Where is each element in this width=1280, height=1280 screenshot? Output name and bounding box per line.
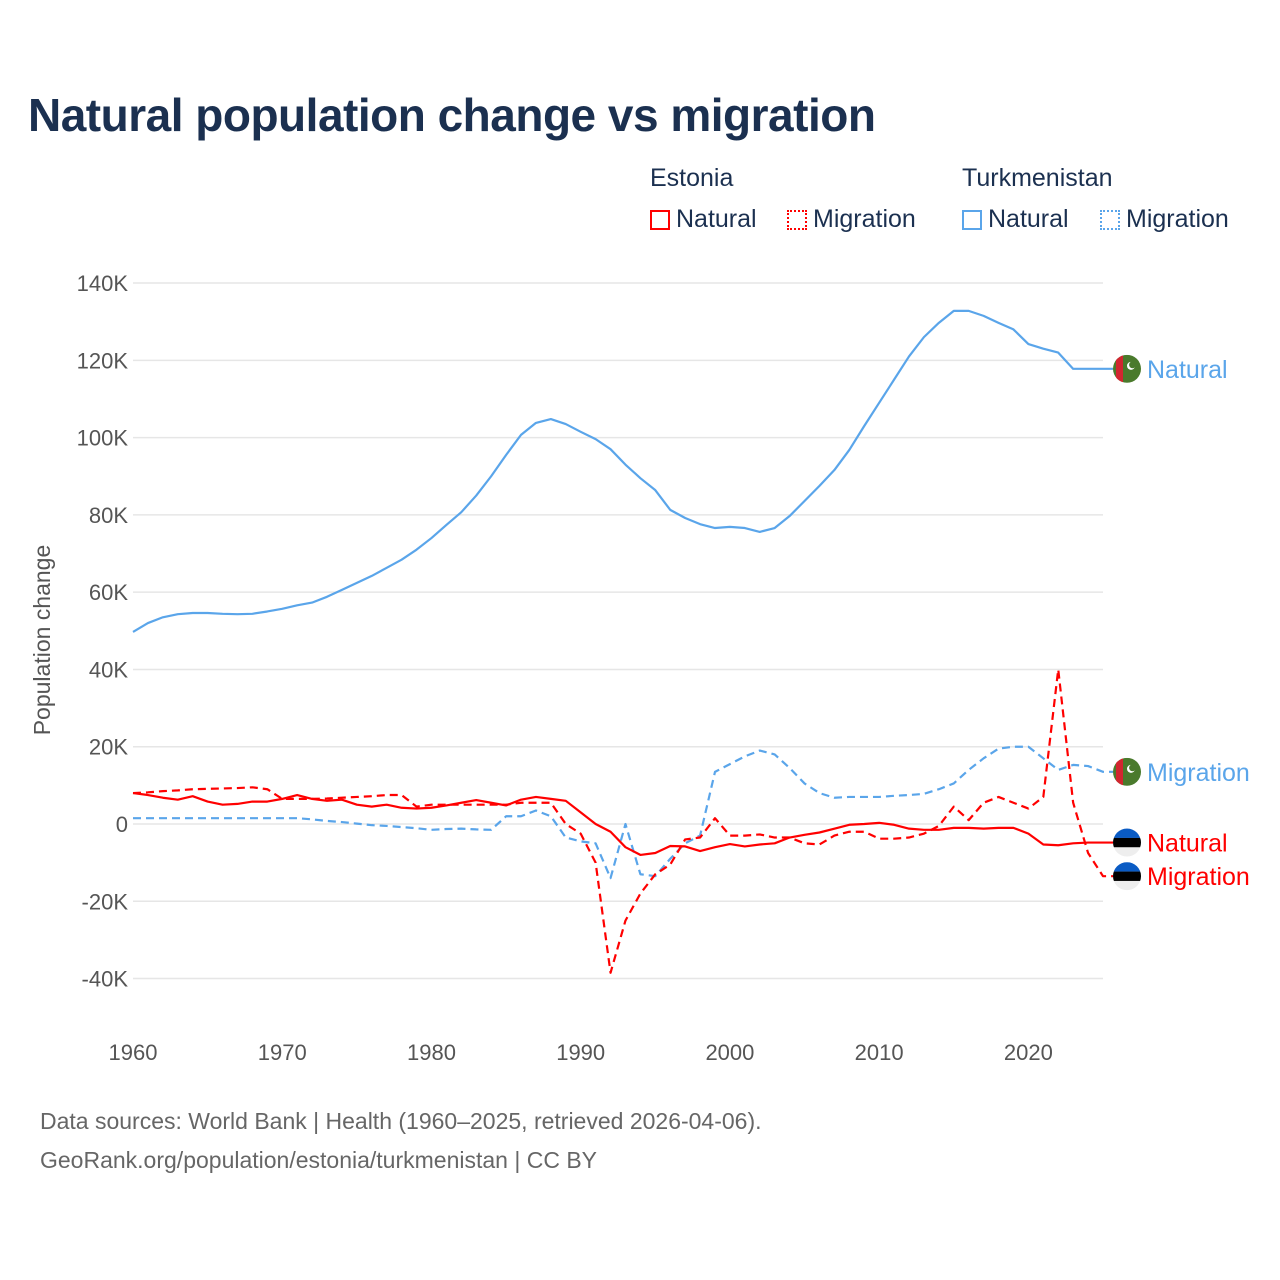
y-tick-label: 80K — [89, 503, 128, 528]
x-tick-label: 2010 — [855, 1040, 904, 1065]
legend-swatch-dotted-red — [787, 209, 807, 230]
legend-turkmenistan-migration[interactable]: Migration — [1100, 205, 1229, 234]
legend-swatch-solid-red — [650, 209, 670, 230]
flag-crescent-cut — [1129, 361, 1136, 369]
y-tick-label: -40K — [82, 967, 129, 992]
x-tick-label: 1970 — [258, 1040, 307, 1065]
legend-label: Migration — [1126, 205, 1229, 233]
turkmenistan-flag-icon — [1113, 757, 1141, 786]
y-tick-label: 20K — [89, 735, 128, 760]
legend-swatch-solid-blue — [962, 209, 982, 230]
legend-estonia-migration[interactable]: Migration — [787, 205, 916, 234]
chart-title: Natural population change vs migration — [28, 89, 876, 141]
y-tick-label: 40K — [89, 657, 128, 682]
legend-country-estonia: Estonia — [650, 164, 734, 192]
flag-carpet-stripe — [1116, 354, 1123, 383]
flag-stripe-black — [1113, 871, 1141, 881]
y-tick-label: 60K — [89, 580, 128, 605]
flag-stripe-blue — [1113, 828, 1141, 838]
series-line-estonia-natural — [132, 791, 1113, 857]
legend-swatch-dotted-blue — [1100, 209, 1120, 230]
x-tick-label: 1990 — [556, 1040, 605, 1065]
legend-estonia-natural[interactable]: Natural — [650, 205, 757, 234]
end-label: Migration — [1147, 863, 1250, 891]
end-marker: Migration — [1113, 757, 1250, 787]
flag-stripe-blue — [1113, 862, 1141, 872]
end-label: Natural — [1147, 356, 1228, 384]
end-label: Natural — [1147, 830, 1228, 858]
y-tick-label: 0 — [116, 812, 128, 837]
legend-label: Natural — [988, 205, 1069, 233]
flag-crescent-cut — [1129, 764, 1136, 772]
x-tick-label: 2020 — [1004, 1040, 1053, 1065]
series-line-turkmenistan-natural — [132, 309, 1113, 633]
end-label: Migration — [1147, 759, 1250, 787]
legend-turkmenistan-natural[interactable]: Natural — [962, 205, 1069, 234]
source-link[interactable]: GeoRank.org/population/estonia/turkmenis… — [40, 1147, 597, 1173]
x-tick-label: 1960 — [109, 1040, 158, 1065]
estonia-flag-icon — [1113, 828, 1141, 857]
x-tick-label: 2000 — [705, 1040, 754, 1065]
end-marker: Migration — [1113, 862, 1250, 891]
y-axis-label: Population change — [29, 545, 55, 736]
legend-label: Natural — [676, 205, 757, 233]
flag-stripe-white — [1113, 880, 1141, 891]
x-tick-label: 1980 — [407, 1040, 456, 1065]
y-tick-label: -20K — [82, 889, 129, 914]
flag-stripe-black — [1113, 837, 1141, 848]
end-marker: Natural — [1113, 828, 1228, 858]
estonia-flag-icon — [1113, 862, 1141, 891]
flag-stripe-white — [1113, 847, 1141, 857]
y-tick-label: 120K — [77, 348, 129, 373]
series-line-turkmenistan-migration — [133, 745, 1113, 880]
end-marker: Natural — [1113, 354, 1228, 384]
turkmenistan-flag-icon — [1113, 354, 1141, 383]
y-tick-label: 140K — [77, 271, 129, 296]
legend-label: Migration — [813, 205, 916, 233]
flag-carpet-stripe — [1116, 757, 1123, 786]
series-line-estonia-migration — [132, 668, 1113, 974]
legend-country-turkmenistan: Turkmenistan — [962, 164, 1113, 192]
source-note: Data sources: World Bank | Health (1960–… — [40, 1108, 762, 1134]
y-tick-label: 100K — [77, 426, 129, 451]
